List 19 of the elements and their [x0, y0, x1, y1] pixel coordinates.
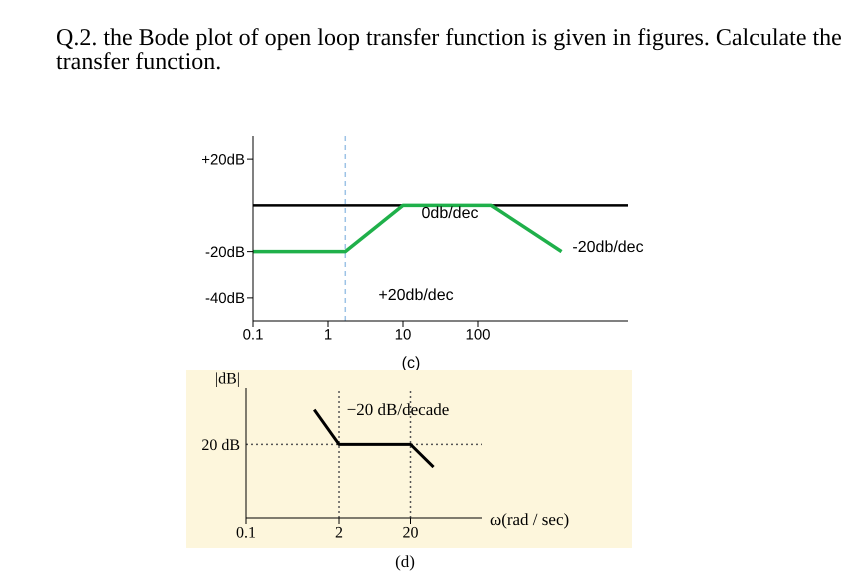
x-tick-label: 20 — [402, 524, 419, 542]
chart-title: Q.2. the Bode plot of open loop transfer function is given in figures. Calculate the transfer function. — [56, 25, 843, 75]
x-tick-label: 0.1 — [242, 326, 264, 344]
y-tick-label: +20dB — [201, 151, 245, 168]
x-tick-label: 100 — [465, 326, 491, 344]
x-tick-label: 0.1 — [236, 524, 256, 542]
x-tick-label: 10 — [394, 326, 412, 344]
y-tick-label: -20dB — [204, 244, 245, 261]
x-tick-label: 2 — [335, 524, 344, 542]
x-axis-title: ω(rad / sec) — [490, 510, 570, 530]
annotation: 0db/dec — [422, 205, 478, 223]
y-tick-label: -40dB — [204, 290, 245, 308]
annotation: -20db/dec — [572, 239, 644, 257]
annotation: +20db/dec — [378, 287, 454, 305]
y-axis-title: |dB| — [214, 370, 240, 388]
x-tick-label: 1 — [324, 326, 332, 344]
text: (d) — [395, 552, 415, 572]
ref-line-label: 20 dB — [201, 437, 240, 454]
annotation: −20 dB/decade — [346, 400, 450, 420]
